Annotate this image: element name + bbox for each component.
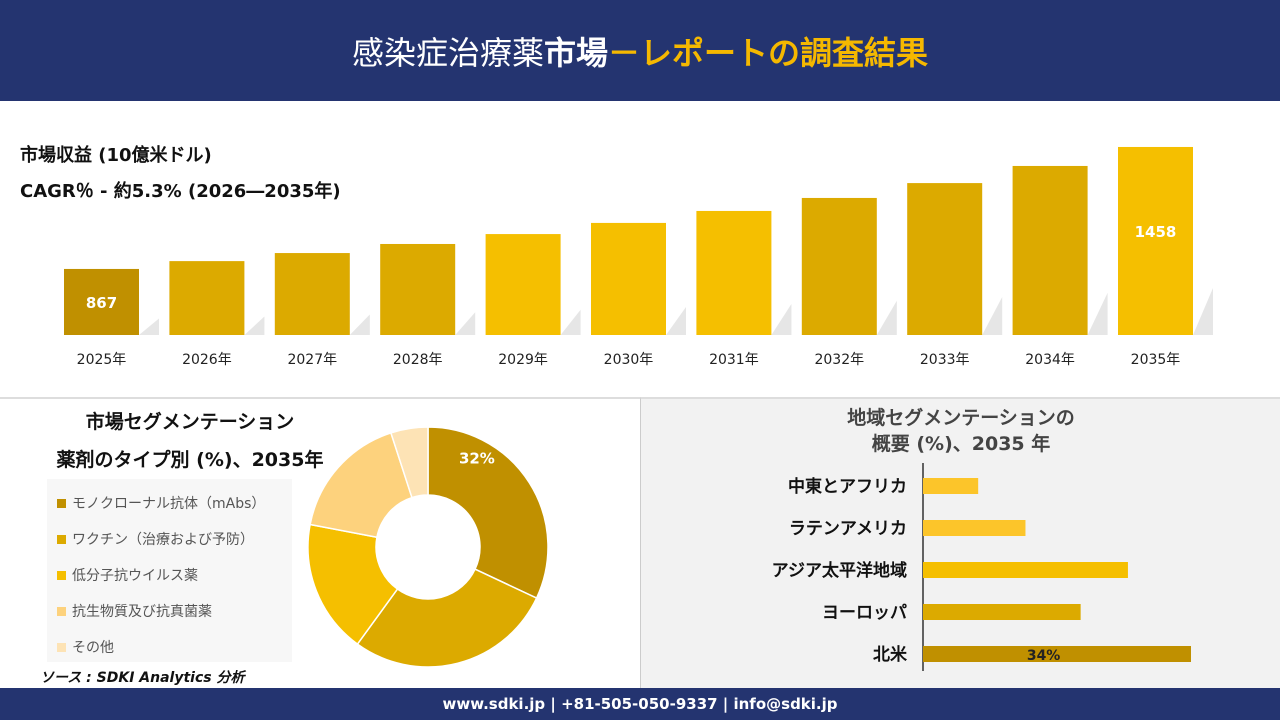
- legend-label: その他: [72, 640, 114, 656]
- bar: [380, 243, 456, 335]
- legend-item: 低分子抗ウイルス薬: [57, 557, 282, 593]
- header-banner: 感染症治療薬 市場 －レポートの調査結果: [0, 0, 1280, 101]
- donut-slice: [356, 568, 538, 668]
- bar: [1118, 146, 1193, 335]
- bar-shadow: [982, 297, 1003, 335]
- type-segmentation: 市場セグメンテーション 薬剤のタイプ別 (%)、2035年 モノクローナル抗体（…: [0, 397, 640, 688]
- cagr-label: CAGR％ - 約5.3% (2026―2035年): [20, 181, 341, 202]
- donut-slice: [427, 426, 549, 600]
- y-tick-label: 北米: [873, 644, 908, 665]
- x-tick-label: 2030年: [604, 352, 654, 368]
- data-label: 1458: [1135, 223, 1177, 241]
- chart-title: 市場収益 (10億米ドル): [20, 145, 212, 166]
- x-tick-label: 2025年: [77, 352, 127, 368]
- bar: [64, 268, 139, 335]
- bar-shadow: [139, 318, 159, 335]
- title-part: 感染症治療薬: [351, 33, 544, 72]
- pie-subtitle: 薬剤のタイプ別 (%)、2035年: [56, 449, 324, 471]
- bar: [923, 478, 979, 494]
- x-tick-label: 2033年: [920, 352, 970, 368]
- bar: [485, 234, 561, 335]
- data-label: 34%: [1027, 648, 1061, 664]
- bar-shadow: [455, 312, 476, 335]
- bar: [1012, 165, 1088, 335]
- x-tick-label: 2031年: [709, 352, 759, 368]
- x-tick-label: 2035年: [1131, 352, 1181, 368]
- donut-slice: [309, 431, 413, 539]
- legend-swatch: [57, 498, 66, 508]
- bar-shadow: [1193, 287, 1213, 335]
- bar: [801, 197, 877, 335]
- x-tick-label: 2034年: [1025, 352, 1075, 368]
- legend-swatch: [57, 642, 66, 652]
- region-title: 地域セグメンテーションの: [847, 407, 1075, 429]
- region-segmentation: 地域セグメンテーションの 概要 (%)、2035 年 中東とアフリカ ラテンアメリ…: [640, 397, 1280, 688]
- data-label: 32%: [459, 450, 495, 468]
- x-tick-label: 2027年: [287, 352, 337, 368]
- y-tick-label: 中東とアフリカ: [788, 476, 907, 497]
- bar-shadow: [560, 309, 581, 335]
- legend-item: 抗生物質及び抗真菌薬: [57, 593, 282, 629]
- x-tick-label: 2029年: [498, 352, 548, 368]
- source-note: ソース : SDKI Analytics 分析: [40, 670, 245, 686]
- x-tick-label: 2032年: [814, 352, 864, 368]
- y-tick-label: アジア太平洋地域: [772, 560, 907, 581]
- donut-chart: 32%: [307, 426, 549, 668]
- legend-item: その他: [57, 629, 282, 665]
- bar: [923, 646, 1191, 662]
- bar: [923, 520, 1026, 536]
- pie-title: 市場セグメンテーション: [85, 411, 295, 433]
- donut-slice: [389, 426, 429, 499]
- bar-shadow: [666, 306, 686, 335]
- revenue-chart: 市場収益 (10億米ドル) CAGR％ - 約5.3% (2026―2035年)…: [0, 101, 1280, 395]
- bar-shadow: [1087, 292, 1108, 335]
- legend-label: モノクローナル抗体（mAbs）: [72, 496, 266, 512]
- y-tick-label: ラテンアメリカ: [789, 519, 907, 539]
- donut-slice: [307, 523, 399, 646]
- legend-item: ワクチン（治療および予防）: [57, 521, 282, 557]
- bar: [923, 562, 1128, 578]
- pie-legend: モノクローナル抗体（mAbs） ワクチン（治療および予防） 低分子抗ウイルス薬 抗生物…: [47, 479, 292, 662]
- legend-swatch: [57, 606, 66, 616]
- legend-swatch: [57, 570, 66, 580]
- bar-shadow: [349, 314, 370, 335]
- title-highlight: －レポートの調査結果: [608, 33, 929, 72]
- bar: [696, 210, 772, 335]
- bar: [274, 253, 350, 335]
- x-tick-label: 2028年: [393, 352, 443, 368]
- revenue-bars: 2025年 867 2026年 2027年 2028年 2029年 2030年 2031年 20…: [64, 146, 1213, 368]
- data-label: 867: [86, 294, 117, 312]
- footer-contact: www.sdki.jp | +81-505-050-9337 | info@sd…: [0, 688, 1280, 720]
- bar: [591, 222, 666, 335]
- legend-label: 低分子抗ウイルス薬: [72, 568, 198, 584]
- legend-label: ワクチン（治療および予防）: [72, 532, 254, 548]
- bar: [923, 604, 1081, 620]
- bar-shadow: [771, 303, 792, 335]
- bar: [907, 183, 983, 335]
- legend-swatch: [57, 534, 66, 544]
- region-subtitle: 概要 (%)、2035 年: [871, 433, 1051, 455]
- y-tick-label: ヨーロッパ: [822, 603, 907, 623]
- bar: [169, 261, 245, 335]
- legend-item: モノクローナル抗体（mAbs）: [57, 485, 282, 521]
- bar-shadow: [244, 316, 265, 335]
- title-part: 市場: [543, 33, 608, 72]
- bar-shadow: [876, 300, 897, 335]
- x-tick-label: 2026年: [182, 352, 232, 368]
- legend-label: 抗生物質及び抗真菌薬: [72, 604, 212, 620]
